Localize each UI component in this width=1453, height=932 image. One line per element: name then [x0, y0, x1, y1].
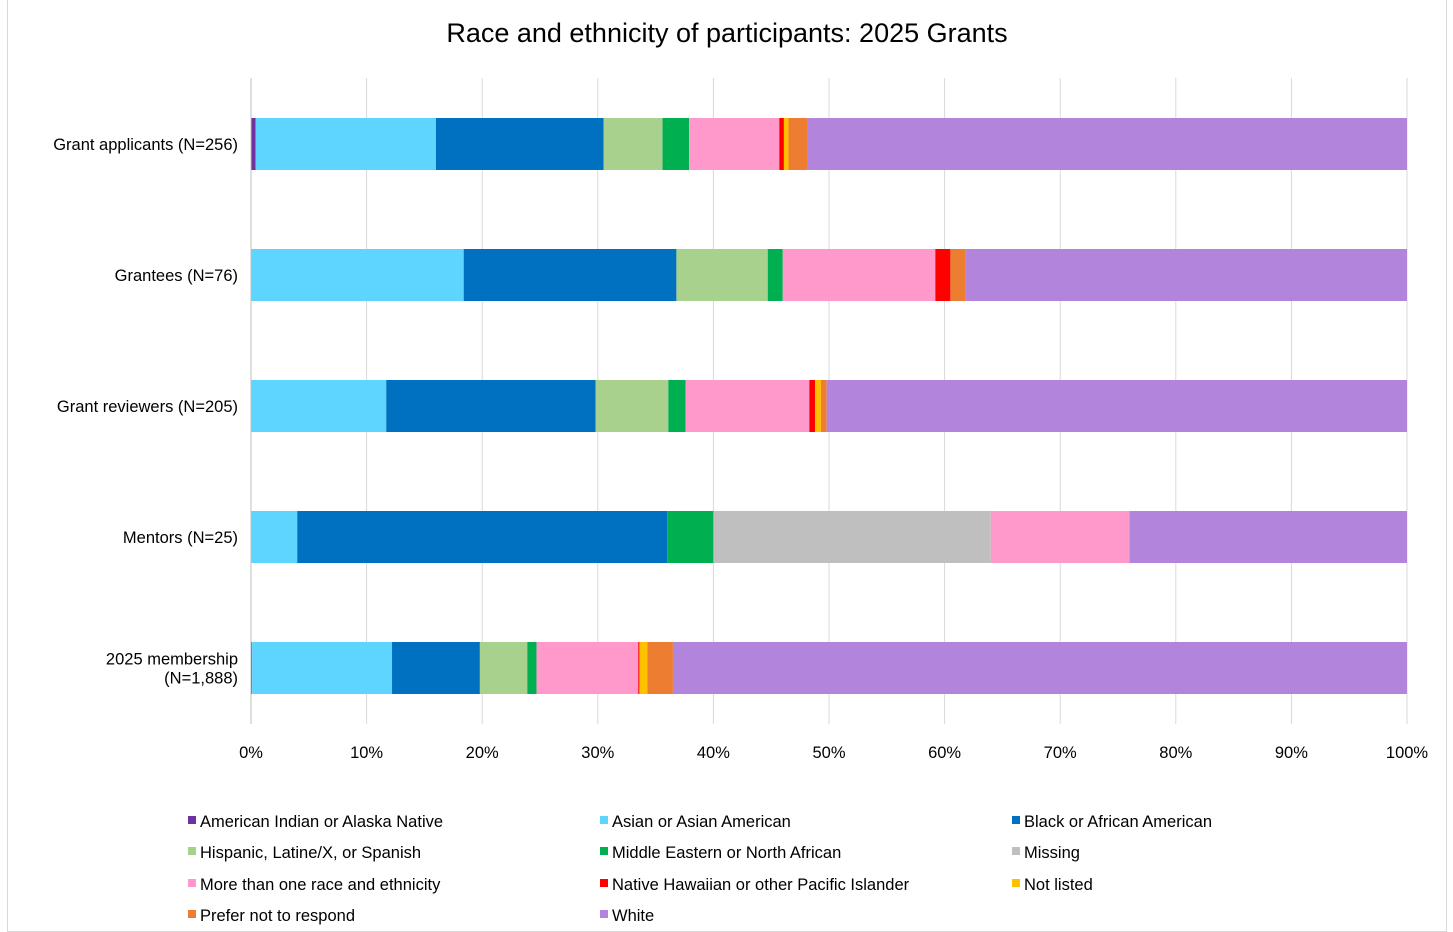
legend-label: American Indian or Alaska Native [200, 813, 443, 831]
bar-segment [788, 118, 808, 170]
legend-swatch [600, 847, 608, 855]
bar-segment [435, 118, 604, 170]
bar-segment [713, 511, 991, 563]
bar-segment [965, 249, 1407, 301]
bar-segment [392, 642, 480, 694]
bar-segment [807, 118, 1407, 170]
bar-segment [767, 249, 783, 301]
legend-swatch [600, 910, 608, 918]
bar-segment [255, 118, 436, 170]
bar-segment [779, 118, 784, 170]
bar-segment [386, 380, 596, 432]
x-tick-label: 90% [1275, 744, 1308, 762]
bar-segment [527, 642, 537, 694]
bar-segment [595, 380, 669, 432]
bar-segment [1129, 511, 1407, 563]
bar-segment [251, 380, 387, 432]
legend-label: Prefer not to respond [200, 907, 355, 925]
bar-segment [782, 249, 936, 301]
x-tick-label: 10% [350, 744, 383, 762]
bar-segment [463, 249, 677, 301]
bar-segment [251, 642, 253, 694]
bar-segment [251, 249, 464, 301]
legend-label: Missing [1024, 844, 1080, 862]
x-tick-label: 0% [239, 744, 263, 762]
legend-swatch [188, 879, 196, 887]
bar-segment [251, 118, 256, 170]
legend-swatch [188, 910, 196, 918]
legend-swatch [1012, 879, 1020, 887]
category-label: Grant reviewers (N=205) [57, 398, 238, 416]
chart-title: Race and ethnicity of participants: 2025… [446, 18, 1007, 48]
x-tick-label: 100% [1386, 744, 1429, 762]
bar-segment [815, 380, 821, 432]
legend-label: More than one race and ethnicity [200, 876, 441, 894]
bar-segment [536, 642, 639, 694]
legend-label: Native Hawaiian or other Pacific Islande… [612, 876, 910, 894]
bar-segment [689, 118, 780, 170]
legend-label: Middle Eastern or North African [612, 844, 841, 862]
legend-swatch [1012, 816, 1020, 824]
bar-segment [479, 642, 528, 694]
bar-segment [935, 249, 951, 301]
x-tick-label: 20% [466, 744, 499, 762]
bar-segment [783, 118, 789, 170]
bar-segment [647, 642, 673, 694]
bar-segment [676, 249, 768, 301]
bar-segment [603, 118, 663, 170]
legend-label: Asian or Asian American [612, 813, 791, 831]
category-label: (N=1,888) [164, 670, 238, 688]
bar-segment [672, 642, 1407, 694]
x-tick-label: 30% [581, 744, 614, 762]
bar-segment [667, 511, 714, 563]
x-tick-label: 60% [928, 744, 961, 762]
legend-label: White [612, 907, 654, 925]
axes: 0% 10% 20% 30% 40% 50% 60% 70% 80% 90% 100% Grant a… [53, 78, 1428, 762]
bar-segment [297, 511, 668, 563]
category-label: Grant applicants (N=256) [53, 136, 238, 154]
category-label: Mentors (N=25) [123, 529, 238, 547]
legend-label: Hispanic, Latine/X, or Spanish [200, 844, 421, 862]
legend-swatch [188, 816, 196, 824]
bar-segment [826, 380, 1407, 432]
bar-segment [820, 380, 827, 432]
legend-swatch [188, 847, 196, 855]
bar-segment [638, 642, 640, 694]
category-label: 2025 membership [106, 651, 238, 669]
legend-label: Black or African American [1024, 813, 1212, 831]
legend: American Indian or Alaska Native Asian or… [188, 813, 1212, 925]
x-tick-label: 80% [1159, 744, 1192, 762]
legend-swatch [600, 816, 608, 824]
bar-segment [668, 380, 686, 432]
bar-segment [809, 380, 816, 432]
bar-segment [662, 118, 690, 170]
bar-segment [252, 642, 393, 694]
bars [251, 118, 1407, 694]
legend-swatch [600, 879, 608, 887]
legend-label: Not listed [1024, 876, 1093, 894]
bar-segment [685, 380, 810, 432]
category-label: Grantees (N=76) [115, 267, 238, 285]
bar-segment [990, 511, 1130, 563]
x-tick-label: 70% [1044, 744, 1077, 762]
x-tick-label: 40% [697, 744, 730, 762]
bar-segment [950, 249, 966, 301]
bar-segment [251, 511, 298, 563]
x-tick-label: 50% [812, 744, 845, 762]
legend-swatch [1012, 847, 1020, 855]
bar-segment [639, 642, 648, 694]
